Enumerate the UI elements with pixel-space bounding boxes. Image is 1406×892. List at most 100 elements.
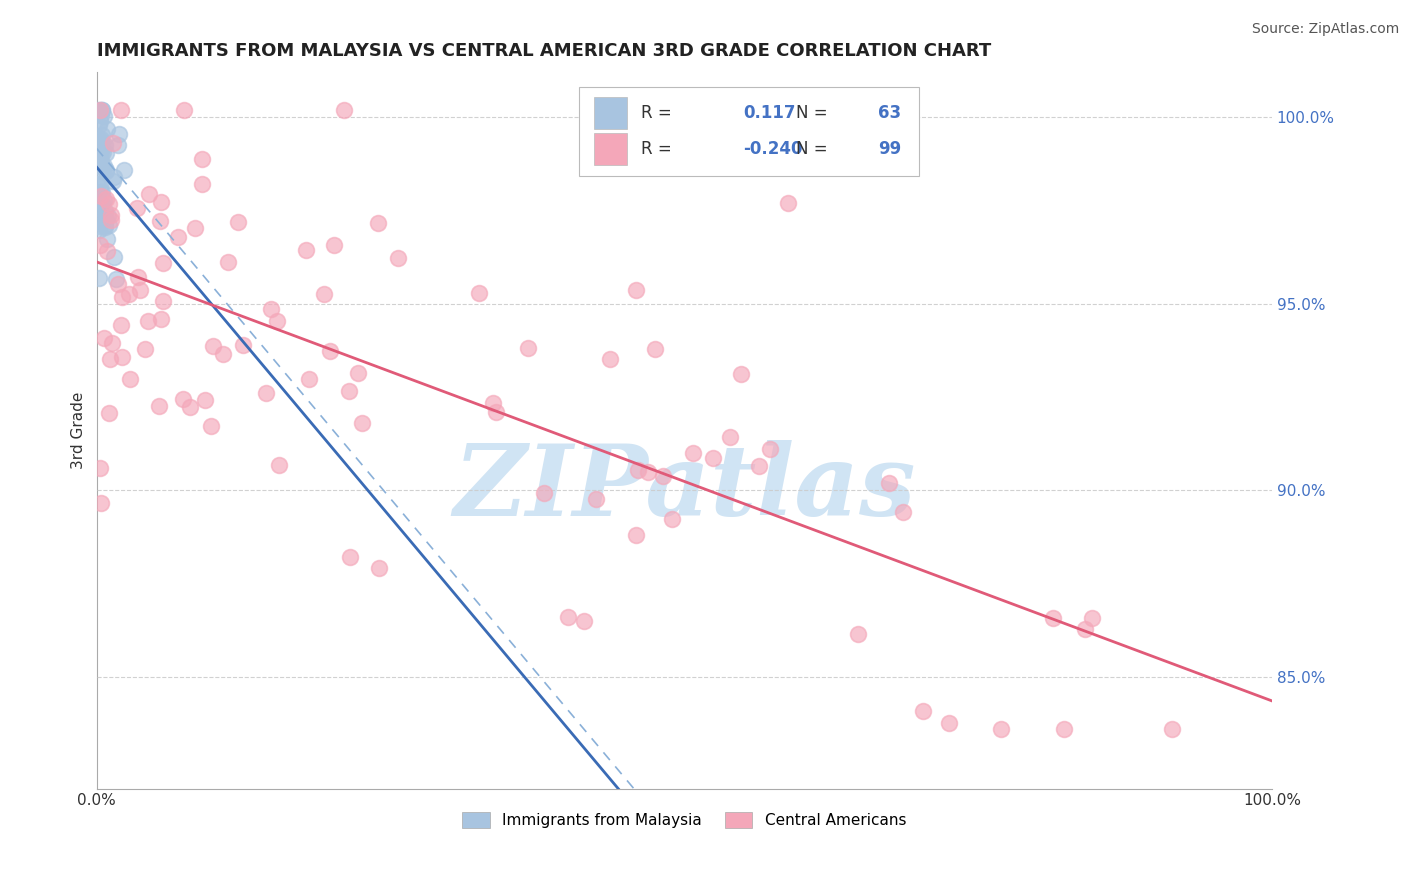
Point <box>90 189 112 203</box>
Point <box>190 152 212 166</box>
Point <box>112 162 135 177</box>
Point <box>387 251 409 265</box>
Point <box>179 400 201 414</box>
Point <box>269 458 291 472</box>
Point <box>93 193 115 207</box>
Point <box>149 214 172 228</box>
Point <box>89 103 111 117</box>
Point <box>1081 611 1104 625</box>
Point <box>91 211 114 225</box>
Point <box>118 286 141 301</box>
Point <box>127 270 149 285</box>
Text: R =: R = <box>641 140 672 158</box>
Point <box>97 209 120 223</box>
Point <box>96 244 118 258</box>
Point <box>96 122 118 136</box>
Point <box>90 496 112 510</box>
Point <box>90 185 112 199</box>
Point <box>259 302 281 317</box>
Point <box>152 256 174 270</box>
Point <box>97 197 120 211</box>
Point <box>184 220 207 235</box>
Point <box>585 491 607 506</box>
Point <box>111 350 134 364</box>
Point <box>89 237 111 252</box>
Y-axis label: 3rd Grade: 3rd Grade <box>72 392 86 469</box>
Point <box>228 215 250 229</box>
Point <box>350 416 373 430</box>
Point <box>468 286 491 301</box>
Point <box>87 271 110 285</box>
Point <box>86 137 108 152</box>
Point <box>90 153 112 168</box>
Point <box>846 627 869 641</box>
Point <box>90 131 112 145</box>
Text: -0.240: -0.240 <box>742 140 803 158</box>
Point <box>86 189 108 203</box>
Point <box>1042 611 1064 625</box>
Point <box>96 146 118 161</box>
Point <box>94 211 117 226</box>
Point <box>86 178 108 192</box>
Point <box>211 347 233 361</box>
Point <box>93 159 115 173</box>
Point <box>90 146 112 161</box>
Point <box>702 451 724 466</box>
Point <box>104 272 127 286</box>
Point <box>718 430 741 444</box>
FancyBboxPatch shape <box>578 87 920 177</box>
Text: R =: R = <box>641 104 672 122</box>
Point <box>87 215 110 229</box>
Point <box>938 715 960 730</box>
Point <box>572 614 595 628</box>
Point <box>599 352 621 367</box>
Point <box>150 311 173 326</box>
Point <box>652 469 675 483</box>
Point <box>332 103 354 117</box>
Point <box>1160 722 1182 736</box>
Point <box>295 243 318 257</box>
Point <box>87 223 110 237</box>
Point <box>138 186 160 201</box>
Point <box>173 103 195 117</box>
Point <box>730 367 752 381</box>
Point <box>94 192 117 206</box>
Point <box>266 314 288 328</box>
Point <box>254 386 277 401</box>
Point <box>682 446 704 460</box>
Point <box>91 135 114 149</box>
Point <box>87 135 110 149</box>
Point <box>86 156 108 170</box>
Point <box>100 208 122 222</box>
Point <box>93 331 115 345</box>
Point <box>87 219 110 234</box>
Point <box>89 142 111 156</box>
Point <box>94 220 117 235</box>
Point <box>167 230 190 244</box>
Point <box>86 177 108 191</box>
Point <box>87 189 110 203</box>
Point <box>90 103 112 117</box>
Point <box>516 341 538 355</box>
Point <box>319 344 342 359</box>
Point <box>89 146 111 161</box>
FancyBboxPatch shape <box>593 97 627 129</box>
Point <box>637 465 659 479</box>
Point <box>367 216 389 230</box>
Point <box>217 255 239 269</box>
Text: 99: 99 <box>879 140 901 158</box>
Point <box>125 201 148 215</box>
Point <box>86 129 108 144</box>
Point <box>1053 722 1076 736</box>
Point <box>91 196 114 211</box>
Point <box>314 287 336 301</box>
Text: ZIPatlas: ZIPatlas <box>453 440 915 536</box>
Text: 0.117: 0.117 <box>742 104 796 122</box>
Point <box>347 367 370 381</box>
Point <box>367 561 389 575</box>
Point <box>89 202 111 216</box>
Point <box>89 461 111 475</box>
Point <box>298 372 321 386</box>
Point <box>90 108 112 122</box>
Point <box>91 145 114 160</box>
